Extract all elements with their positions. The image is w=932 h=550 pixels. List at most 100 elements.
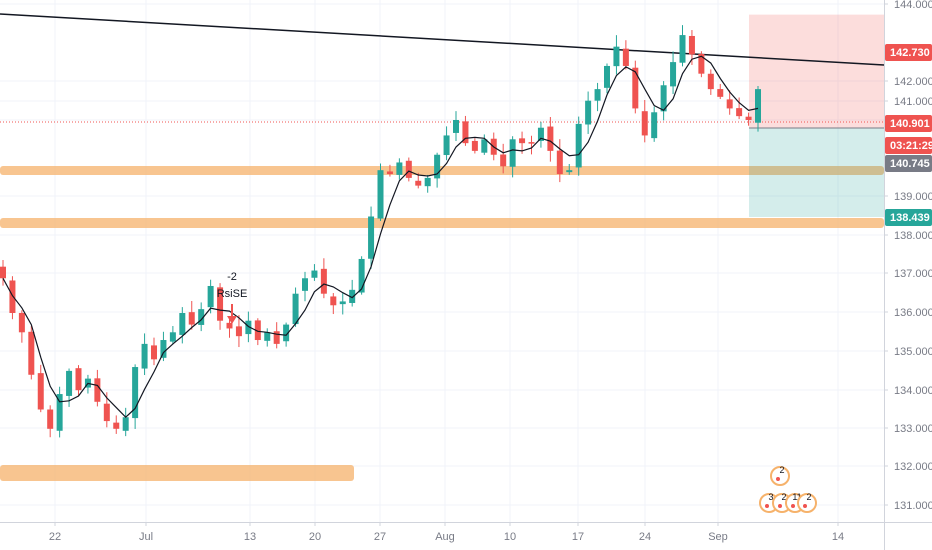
candle-body-27 bbox=[254, 320, 261, 341]
candle-body-10 bbox=[94, 378, 101, 402]
candle-body-65 bbox=[613, 46, 620, 67]
candle-body-73 bbox=[688, 35, 695, 55]
price-tag-bg bbox=[885, 137, 932, 154]
take-profit-area[interactable] bbox=[749, 128, 884, 217]
price-tag-label: 138.439 bbox=[890, 212, 930, 224]
x-tick-label: 24 bbox=[639, 531, 651, 543]
candle-body-63 bbox=[594, 89, 601, 101]
candle-body-24 bbox=[226, 322, 233, 329]
price-tag-label: 03:21:29 bbox=[890, 140, 932, 152]
candles-layer bbox=[0, 25, 761, 438]
x-tick-label: Jul bbox=[139, 531, 153, 543]
candle-body-38 bbox=[358, 258, 365, 293]
candle-body-44 bbox=[415, 180, 422, 186]
candle-body-72 bbox=[679, 35, 686, 63]
candle-body-57 bbox=[537, 127, 544, 141]
event-marker-dot-icon bbox=[791, 504, 795, 508]
price-tag-2: 03:21:29 bbox=[885, 137, 932, 154]
candle-body-45 bbox=[424, 177, 431, 187]
event-marker-dot-icon bbox=[778, 504, 782, 508]
candle-body-7 bbox=[66, 370, 73, 396]
zones-layer[interactable] bbox=[0, 166, 884, 481]
price-tag-bg bbox=[885, 209, 932, 226]
x-tick-label: 22 bbox=[49, 531, 61, 543]
y-axis-ticks: 144.000142.000141.000140.000139.000138.0… bbox=[884, 0, 932, 512]
candle-body-16 bbox=[151, 345, 157, 360]
price-tag-label: 140.901 bbox=[890, 118, 930, 130]
x-tick-label: Sep bbox=[708, 531, 728, 543]
y-axis-background bbox=[884, 0, 932, 550]
event-marker-label: 11 bbox=[792, 492, 801, 502]
y-tick-label: 138.000 bbox=[894, 230, 932, 242]
candle-body-56 bbox=[528, 142, 535, 144]
candle-body-55 bbox=[519, 138, 526, 144]
price-tag-4: 138.439 bbox=[885, 209, 932, 226]
candle-body-23 bbox=[217, 287, 224, 321]
y-tick-label: 142.000 bbox=[894, 76, 932, 88]
candle-body-69 bbox=[651, 112, 658, 139]
candle-body-33 bbox=[311, 270, 318, 278]
candle-body-19 bbox=[179, 313, 186, 335]
event-marker-dot-icon bbox=[803, 504, 807, 508]
candle-body-28 bbox=[264, 332, 271, 341]
y-tick-label: 139.000 bbox=[894, 191, 932, 203]
candle-body-53 bbox=[500, 154, 507, 167]
event-marker-label: 2 bbox=[779, 465, 784, 475]
y-tick-label: 132.000 bbox=[894, 461, 932, 473]
event-marker-0[interactable]: 2 bbox=[770, 465, 790, 486]
event-marker-ring-icon bbox=[770, 466, 790, 486]
price-tag-label: 140.745 bbox=[890, 158, 930, 170]
resistance-zone[interactable] bbox=[0, 166, 884, 175]
price-tag-label: 142.730 bbox=[890, 47, 930, 59]
price-tag-3: 140.745 bbox=[885, 155, 932, 172]
y-tick-label: 136.000 bbox=[894, 307, 932, 319]
candle-body-80 bbox=[755, 89, 761, 123]
candle-body-3 bbox=[28, 331, 35, 375]
support-zone[interactable] bbox=[0, 218, 884, 228]
candle-body-15 bbox=[141, 343, 148, 369]
candle-body-8 bbox=[75, 368, 82, 391]
candle-body-37 bbox=[349, 289, 356, 303]
trendline[interactable] bbox=[0, 13, 885, 66]
event-marker-label: 2 bbox=[806, 492, 811, 502]
candle-body-1 bbox=[9, 280, 16, 313]
x-tick-label: 13 bbox=[244, 531, 256, 543]
event-marker-ring-icon bbox=[797, 493, 817, 513]
x-axis-ticks: 22 Jul 13 20 27 Aug 10 17 24 Sep 14 bbox=[49, 522, 844, 543]
y-tick-label: 144.000 bbox=[894, 0, 932, 11]
y-axis[interactable]: 144.000142.000141.000140.000139.000138.0… bbox=[884, 0, 932, 550]
annotation-line-2: RsiSE bbox=[217, 288, 248, 300]
candle-body-79 bbox=[745, 116, 752, 120]
candle-body-78 bbox=[736, 108, 743, 117]
y-tick-label: 141.000 bbox=[894, 96, 932, 108]
position-box[interactable] bbox=[749, 14, 884, 217]
candle-body-59 bbox=[556, 150, 563, 175]
candle-body-32 bbox=[302, 278, 308, 291]
candle-body-77 bbox=[726, 99, 733, 109]
vertical-gridlines bbox=[54, 0, 839, 522]
candle-body-61 bbox=[575, 123, 582, 168]
candle-body-18 bbox=[169, 332, 176, 342]
price-tag-bg bbox=[885, 44, 932, 61]
annotation-line-1: -2 bbox=[227, 271, 237, 283]
stop-loss-area[interactable] bbox=[749, 14, 884, 128]
price-tag-bg bbox=[885, 155, 932, 172]
candle-body-40 bbox=[377, 170, 384, 219]
y-tick-label: 133.000 bbox=[894, 423, 932, 435]
event-marker-4[interactable]: 2 bbox=[797, 492, 817, 513]
x-tick-label: 17 bbox=[572, 531, 584, 543]
low-zone[interactable] bbox=[0, 465, 354, 481]
candle-body-58 bbox=[547, 126, 554, 151]
event-markers[interactable]: 23 2 11 2 bbox=[759, 465, 817, 513]
candle-body-13 bbox=[122, 417, 129, 431]
candle-body-64 bbox=[604, 65, 610, 88]
candle-body-60 bbox=[566, 170, 573, 173]
x-tick-label: Aug bbox=[435, 531, 455, 543]
candle-body-0 bbox=[0, 266, 6, 279]
x-axis[interactable]: 22 Jul 13 20 27 Aug 10 17 24 Sep 14 bbox=[0, 522, 932, 543]
candle-body-74 bbox=[698, 53, 705, 74]
candle-body-47 bbox=[443, 135, 450, 156]
price-tag-0: 142.730 bbox=[885, 44, 932, 61]
